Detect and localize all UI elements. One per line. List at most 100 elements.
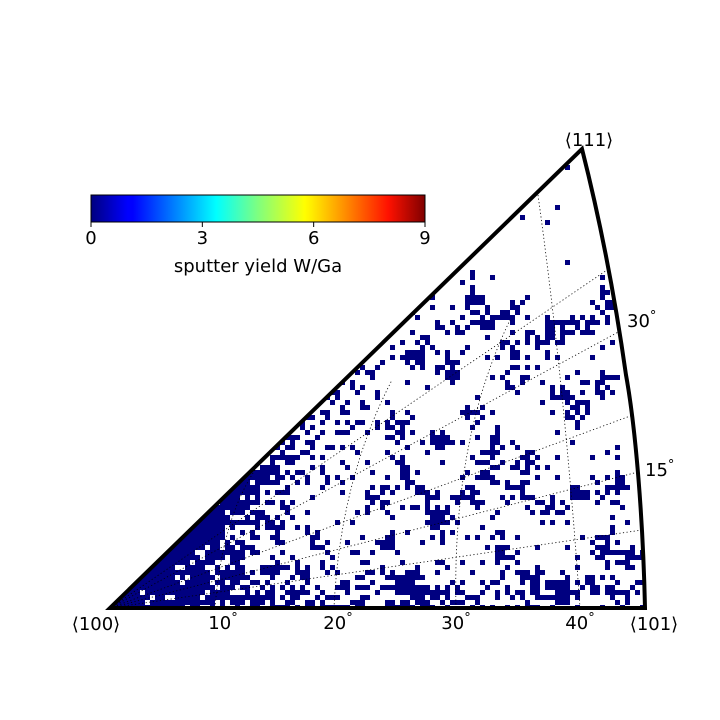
heatmap-cell (155, 580, 160, 585)
heatmap-cell (275, 405, 280, 410)
heatmap-cell (380, 540, 385, 545)
heatmap-cell (350, 520, 355, 525)
heatmap-cell (390, 545, 395, 550)
heatmap-cell (330, 445, 335, 450)
heatmap-cell (235, 450, 240, 455)
heatmap-cell (245, 515, 250, 520)
heatmap-cell (295, 565, 300, 570)
heatmap-cell (130, 595, 135, 600)
heatmap-cell (275, 565, 280, 570)
heatmap-cell (540, 520, 545, 525)
heatmap-cell (460, 410, 465, 415)
heatmap-cell (210, 455, 215, 460)
heatmap-cell (135, 600, 140, 605)
heatmap-cell (610, 550, 615, 555)
heatmap-cell (270, 600, 275, 605)
heatmap-cell (615, 480, 620, 485)
heatmap-cell (160, 560, 165, 565)
heatmap-cell (340, 410, 345, 415)
heatmap-cell (235, 550, 240, 555)
heatmap-cell (490, 515, 495, 520)
heatmap-cell (360, 600, 365, 605)
heatmap-cell (145, 450, 150, 455)
heatmap-cell (150, 550, 155, 555)
heatmap-cell (205, 535, 210, 540)
heatmap-cell (540, 380, 545, 385)
heatmap-cell (495, 430, 500, 435)
heatmap-cell (345, 590, 350, 595)
heatmap-cell (175, 490, 180, 495)
heatmap-cell (210, 555, 215, 560)
heatmap-cell (160, 570, 165, 575)
heatmap-cell (375, 365, 380, 370)
heatmap-cell (435, 510, 440, 515)
heatmap-cell (170, 470, 175, 475)
heatmap-cell (435, 445, 440, 450)
heatmap-cell (175, 415, 180, 420)
heatmap-cell (325, 570, 330, 575)
heatmap-cell (310, 600, 315, 605)
heatmap-cell (185, 485, 190, 490)
heatmap-cell (295, 385, 300, 390)
heatmap-cell (185, 385, 190, 390)
heatmap-cell (580, 315, 585, 320)
heatmap-cell (525, 330, 530, 335)
heatmap-cell (595, 535, 600, 540)
heatmap-cell (600, 550, 605, 555)
heatmap-cell (370, 310, 375, 315)
heatmap-cell (235, 405, 240, 410)
heatmap-cell (470, 490, 475, 495)
heatmap-cell (135, 475, 140, 480)
heatmap-cell (380, 500, 385, 505)
heatmap-cell (110, 530, 115, 535)
heatmap-cell (445, 435, 450, 440)
heatmap-cell (210, 450, 215, 455)
heatmap-cell (180, 550, 185, 555)
heatmap-cell (645, 345, 650, 350)
heatmap-cell (470, 570, 475, 575)
heatmap-cell (615, 475, 620, 480)
heatmap-cell (470, 300, 475, 305)
heatmap-cell (115, 505, 120, 510)
heatmap-cell (110, 165, 115, 170)
heatmap-cell (295, 570, 300, 575)
heatmap-cell (130, 570, 135, 575)
heatmap-cell (630, 210, 635, 215)
heatmap-cell (125, 350, 130, 355)
heatmap-cell (465, 300, 470, 305)
heatmap-cell (490, 580, 495, 585)
heatmap-cell (420, 365, 425, 370)
heatmap-cell (310, 385, 315, 390)
heatmap-cell (205, 560, 210, 565)
heatmap-cell (315, 595, 320, 600)
heatmap-cell (555, 320, 560, 325)
heatmap-cell (395, 485, 400, 490)
heatmap-cell (205, 580, 210, 585)
heatmap-cell (450, 375, 455, 380)
heatmap-cell (625, 340, 630, 345)
heatmap-cell (300, 365, 305, 370)
heatmap-cell (230, 600, 235, 605)
heatmap-cell (250, 570, 255, 575)
heatmap-cell (175, 520, 180, 525)
heatmap-cell (280, 430, 285, 435)
heatmap-cell (285, 490, 290, 495)
heatmap-cell (185, 550, 190, 555)
heatmap-cell (610, 375, 615, 380)
heatmap-cell (630, 565, 635, 570)
heatmap-cell (525, 365, 530, 370)
heatmap-cell (425, 505, 430, 510)
heatmap-cell (380, 565, 385, 570)
heatmap-cell (160, 505, 165, 510)
heatmap-cell (305, 370, 310, 375)
heatmap-cell (115, 525, 120, 530)
heatmap-cell (385, 450, 390, 455)
heatmap-cell (515, 460, 520, 465)
heatmap-cell (180, 595, 185, 600)
heatmap-cell (445, 590, 450, 595)
heatmap-cell (460, 330, 465, 335)
heatmap-cell (125, 455, 130, 460)
heatmap-cell (310, 320, 315, 325)
heatmap-cell (530, 590, 535, 595)
heatmap-cell (575, 320, 580, 325)
